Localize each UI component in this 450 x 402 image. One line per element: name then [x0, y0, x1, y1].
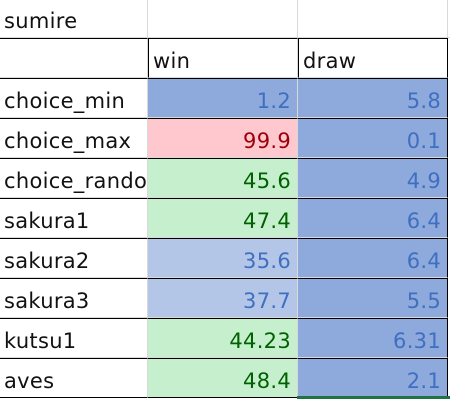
cell-empty[interactable]: [298, 0, 448, 38]
cell-empty[interactable]: [148, 398, 298, 402]
cell-draw[interactable]: 0.1: [298, 118, 448, 158]
row-label[interactable]: kutsu1: [0, 318, 148, 358]
cell-draw[interactable]: 6.4: [298, 238, 448, 278]
cell-win[interactable]: 44.23: [148, 318, 298, 358]
header-win[interactable]: win: [148, 38, 298, 78]
cell-header-empty[interactable]: [0, 38, 148, 78]
cell-win[interactable]: 47.4: [148, 198, 298, 238]
selection-border: [297, 396, 450, 402]
cell-draw[interactable]: 4.9: [298, 158, 448, 198]
cell-win[interactable]: 35.6: [148, 238, 298, 278]
row-label[interactable]: choice_max: [0, 118, 148, 158]
cell-title[interactable]: sumire: [0, 0, 148, 38]
cell-win[interactable]: 45.6: [148, 158, 298, 198]
cell-empty[interactable]: [0, 398, 148, 402]
row-label[interactable]: sakura3: [0, 278, 148, 318]
cell-win[interactable]: 48.4: [148, 358, 298, 398]
cell-draw[interactable]: 5.8: [298, 78, 448, 118]
row-label[interactable]: choice_random: [0, 158, 148, 198]
cell-win[interactable]: 99.9: [148, 118, 298, 158]
row-label[interactable]: aves: [0, 358, 148, 398]
cell-draw[interactable]: 6.31: [298, 318, 448, 358]
cell-win[interactable]: 37.7: [148, 278, 298, 318]
header-draw[interactable]: draw: [298, 38, 448, 78]
cell-draw[interactable]: 6.4: [298, 198, 448, 238]
cell-win[interactable]: 1.2: [148, 78, 298, 118]
row-label[interactable]: choice_min: [0, 78, 148, 118]
cell-empty[interactable]: [448, 0, 450, 38]
cell-draw[interactable]: 5.5: [298, 278, 448, 318]
cell-empty[interactable]: [148, 0, 298, 38]
cell-draw[interactable]: 2.1: [298, 358, 448, 398]
row-label[interactable]: sakura1: [0, 198, 148, 238]
row-label[interactable]: sakura2: [0, 238, 148, 278]
